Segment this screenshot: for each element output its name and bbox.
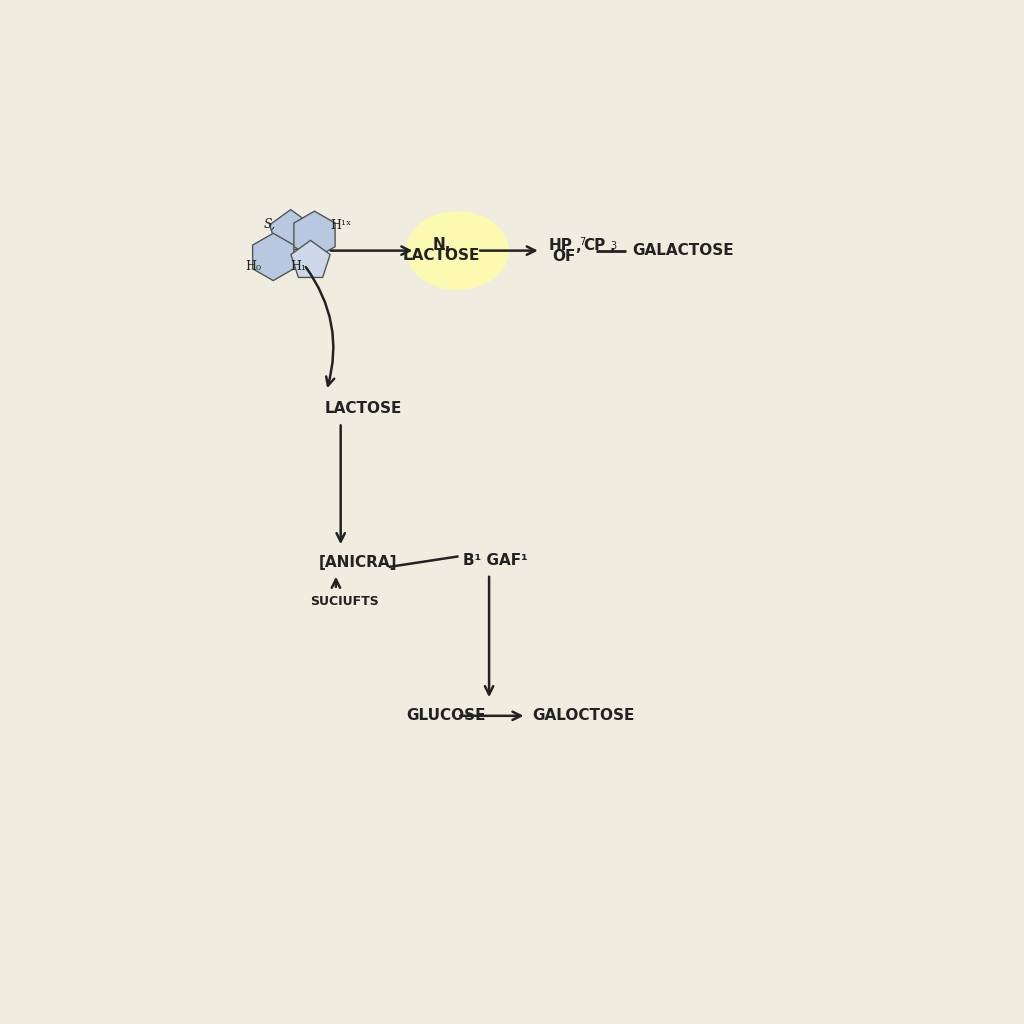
Text: H₀: H₀ (246, 260, 261, 272)
Text: N,: N, (432, 237, 451, 252)
Polygon shape (291, 241, 330, 278)
Text: CP: CP (584, 238, 606, 253)
Text: GLUCOSE: GLUCOSE (406, 709, 485, 723)
Text: GALOCTOSE: GALOCTOSE (532, 709, 635, 723)
Text: GALACTOSE: GALACTOSE (632, 243, 733, 258)
Text: [ANICRA]: [ANICRA] (318, 555, 397, 570)
Polygon shape (294, 211, 335, 258)
Text: B¹ GAF¹: B¹ GAF¹ (463, 553, 527, 568)
Text: 7: 7 (579, 238, 585, 248)
Text: HP: HP (549, 238, 572, 253)
Polygon shape (253, 233, 294, 281)
Text: LACTOSE: LACTOSE (402, 248, 480, 263)
Text: S,: S, (263, 217, 275, 230)
Text: LACTOSE: LACTOSE (325, 400, 402, 416)
Text: 3: 3 (610, 241, 616, 251)
Text: H₁: H₁ (291, 260, 306, 272)
Text: ,: , (574, 240, 581, 254)
Text: ,: , (609, 240, 615, 254)
Text: OF: OF (553, 249, 575, 263)
Ellipse shape (406, 211, 509, 290)
Text: SUCIUFTS: SUCIUFTS (310, 595, 379, 608)
Polygon shape (269, 210, 312, 250)
Text: H¹ˣ: H¹ˣ (330, 219, 351, 231)
